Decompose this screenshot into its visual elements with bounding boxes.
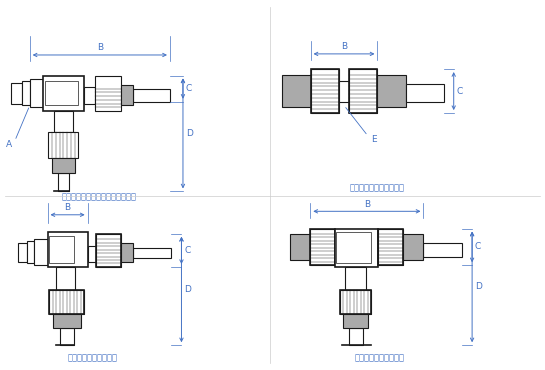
Bar (345, 267, 366, 290)
Bar (96, 234, 120, 267)
Bar (52, 158, 75, 173)
Bar (340, 290, 371, 314)
Text: ＥＵ：イコールユニオン: ＥＵ：イコールユニオン (350, 183, 405, 192)
Bar (11, 83, 22, 104)
Bar (377, 75, 406, 107)
Bar (54, 111, 72, 132)
Text: C: C (186, 84, 192, 93)
Bar (22, 81, 30, 105)
Bar (343, 314, 368, 328)
Bar (11, 88, 22, 98)
Bar (88, 246, 96, 262)
Bar (27, 241, 34, 263)
Text: ＥＬ：イコールエルボ: ＥＬ：イコールエルボ (68, 353, 118, 362)
Bar (49, 290, 84, 314)
Bar (311, 229, 335, 265)
Bar (53, 314, 81, 328)
Bar (378, 229, 403, 265)
Text: B: B (341, 42, 347, 51)
Bar (60, 328, 74, 345)
Text: E: E (371, 135, 377, 144)
Bar (349, 328, 362, 345)
Bar (43, 75, 84, 111)
Text: B: B (97, 43, 103, 52)
Bar (311, 229, 335, 265)
Bar (336, 232, 371, 263)
Bar (133, 248, 171, 258)
Text: B: B (364, 200, 370, 209)
Bar (339, 81, 349, 102)
Bar (95, 75, 122, 111)
Text: D: D (475, 282, 482, 292)
Text: C: C (184, 246, 190, 255)
Bar (349, 69, 377, 113)
Bar (49, 290, 84, 314)
Bar (349, 69, 377, 113)
Text: B: B (64, 203, 71, 212)
Bar (96, 234, 120, 267)
Bar (132, 88, 170, 102)
Bar (311, 69, 339, 113)
Bar (120, 243, 133, 262)
Text: D: D (184, 285, 191, 294)
Bar (56, 267, 75, 290)
Text: C: C (475, 242, 481, 252)
Bar (47, 232, 88, 267)
Bar (423, 243, 462, 256)
Text: ＥＴ：イコールチーズ: ＥＴ：イコールチーズ (355, 353, 405, 362)
Bar (18, 243, 27, 262)
Bar (282, 75, 311, 107)
Bar (45, 81, 78, 105)
Bar (340, 290, 371, 314)
Bar (49, 132, 78, 158)
Bar (58, 173, 69, 191)
Text: ＳＴＬ：スタッドチーズ（Ｌ型）: ＳＴＬ：スタッドチーズ（Ｌ型） (62, 192, 136, 202)
Text: A: A (6, 140, 12, 149)
Bar (335, 229, 378, 267)
Bar (406, 84, 444, 102)
Bar (403, 234, 423, 260)
Bar (30, 79, 43, 107)
Bar (34, 239, 47, 265)
Text: D: D (186, 129, 192, 138)
Text: C: C (457, 87, 463, 95)
Bar (311, 69, 339, 113)
Bar (49, 236, 74, 263)
Bar (84, 87, 95, 104)
Bar (289, 234, 311, 260)
Bar (378, 229, 403, 265)
Bar (122, 85, 132, 105)
Bar (18, 246, 27, 258)
